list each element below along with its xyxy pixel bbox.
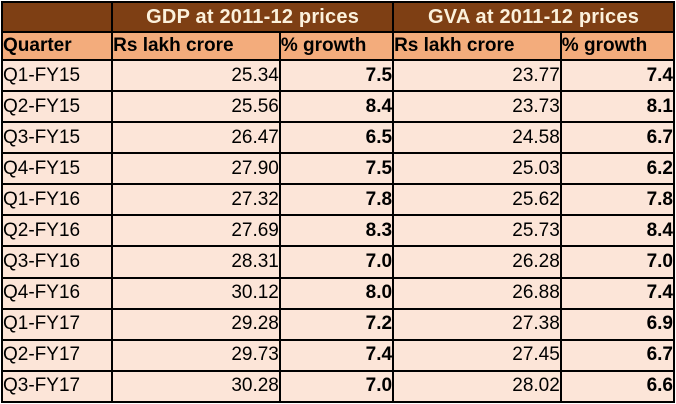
- table-row: Q3-FY16 28.31 7.0 26.28 7.0: [0, 245, 676, 279]
- quarter-cell: Q2-FY16: [0, 214, 114, 248]
- gdp-growth-cell: 7.8: [278, 183, 395, 217]
- gva-growth-cell: 6.2: [559, 152, 676, 186]
- gdp-value-cell: 30.12: [111, 276, 281, 310]
- gdp-growth-cell: 7.0: [278, 245, 395, 279]
- table-row: Q1-FY17 29.28 7.2 27.38 6.9: [0, 307, 676, 341]
- table-body: Q1-FY15 25.34 7.5 23.77 7.4 Q2-FY15 25.56 8.4 23…: [0, 58, 676, 404]
- gdp-growth-cell: 7.0: [278, 369, 395, 404]
- column-header-row: Quarter Rs lakh crore % growth Rs lakh c…: [0, 31, 676, 61]
- gdp-value-cell: 27.69: [111, 214, 281, 248]
- table-row: Q4-FY16 30.12 8.0 26.88 7.4: [0, 276, 676, 310]
- gdp-value-cell: 27.32: [111, 183, 281, 217]
- gva-value-cell: 27.45: [392, 338, 562, 372]
- gva-growth-cell: 6.6: [559, 369, 676, 404]
- quarter-cell: Q3-FY16: [0, 245, 114, 279]
- gva-growth-cell: 7.0: [559, 245, 676, 279]
- table-row: Q2-FY17 29.73 7.4 27.45 6.7: [0, 338, 676, 372]
- gva-growth-cell: 7.8: [559, 183, 676, 217]
- gva-value-cell: 23.77: [392, 58, 562, 93]
- gdp-value-cell: 25.34: [111, 58, 281, 93]
- gva-growth-cell: 6.7: [559, 338, 676, 372]
- gdp-growth-cell: 8.3: [278, 214, 395, 248]
- gva-growth-cell: 8.4: [559, 214, 676, 248]
- table-row: Q3-FY15 26.47 6.5 24.58 6.7: [0, 121, 676, 155]
- quarter-cell: Q1-FY16: [0, 183, 114, 217]
- quarter-cell: Q4-FY15: [0, 152, 114, 186]
- gdp-growth-cell: 7.5: [278, 152, 395, 186]
- gdp-growth-cell: 7.4: [278, 338, 395, 372]
- gdp-growth-cell: 7.2: [278, 307, 395, 341]
- title-row: GDP at 2011-12 prices GVA at 2011-12 pri…: [0, 1, 675, 33]
- gdp-value-column-header: Rs lakh crore: [111, 31, 281, 61]
- gva-growth-cell: 7.4: [559, 58, 676, 93]
- gva-value-cell: 28.02: [392, 369, 562, 404]
- gdp-growth-cell: 8.0: [278, 276, 395, 310]
- quarter-cell: Q3-FY17: [0, 369, 114, 404]
- quarter-cell: Q1-FY17: [0, 307, 114, 341]
- gva-value-cell: 25.62: [392, 183, 562, 217]
- gva-value-cell: 26.88: [392, 276, 562, 310]
- gdp-value-cell: 25.56: [111, 90, 281, 124]
- quarter-cell: Q4-FY16: [0, 276, 114, 310]
- quarter-cell: Q2-FY15: [0, 90, 114, 124]
- gva-growth-column-header: % growth: [559, 31, 676, 61]
- quarter-cell: Q2-FY17: [0, 338, 114, 372]
- gva-value-cell: 26.28: [392, 245, 562, 279]
- table-row: Q1-FY16 27.32 7.8 25.62 7.8: [0, 183, 676, 217]
- table-row: Q2-FY15 25.56 8.4 23.73 8.1: [0, 90, 676, 124]
- table-row: Q1-FY15 25.34 7.5 23.77 7.4: [0, 58, 676, 93]
- gdp-growth-cell: 7.5: [278, 58, 395, 93]
- gva-value-column-header: Rs lakh crore: [392, 31, 562, 61]
- quarter-cell: Q1-FY15: [0, 58, 114, 93]
- quarter-column-header: Quarter: [0, 31, 114, 61]
- gdp-growth-cell: 6.5: [278, 121, 395, 155]
- gdp-group-title: GDP at 2011-12 prices: [111, 1, 395, 33]
- gdp-value-cell: 28.31: [111, 245, 281, 279]
- gdp-value-cell: 27.90: [111, 152, 281, 186]
- gva-group-title: GVA at 2011-12 prices: [392, 1, 675, 33]
- gva-value-cell: 23.73: [392, 90, 562, 124]
- corner-cell: [0, 1, 114, 33]
- gdp-value-cell: 29.28: [111, 307, 281, 341]
- gdp-growth-column-header: % growth: [278, 31, 395, 61]
- gva-value-cell: 24.58: [392, 121, 562, 155]
- quarter-cell: Q3-FY15: [0, 121, 114, 155]
- gva-value-cell: 25.03: [392, 152, 562, 186]
- gva-value-cell: 25.73: [392, 214, 562, 248]
- table-row: Q2-FY16 27.69 8.3 25.73 8.4: [0, 214, 676, 248]
- gdp-value-cell: 30.28: [111, 369, 281, 404]
- gdp-value-cell: 29.73: [111, 338, 281, 372]
- gva-growth-cell: 8.1: [559, 90, 676, 124]
- gdp-growth-cell: 8.4: [278, 90, 395, 124]
- gva-growth-cell: 6.9: [559, 307, 676, 341]
- gva-growth-cell: 7.4: [559, 276, 676, 310]
- gdp-value-cell: 26.47: [111, 121, 281, 155]
- table-row: Q3-FY17 30.28 7.0 28.02 6.6: [0, 369, 676, 404]
- gva-value-cell: 27.38: [392, 307, 562, 341]
- gva-growth-cell: 6.7: [559, 121, 676, 155]
- table-row: Q4-FY15 27.90 7.5 25.03 6.2: [0, 152, 676, 186]
